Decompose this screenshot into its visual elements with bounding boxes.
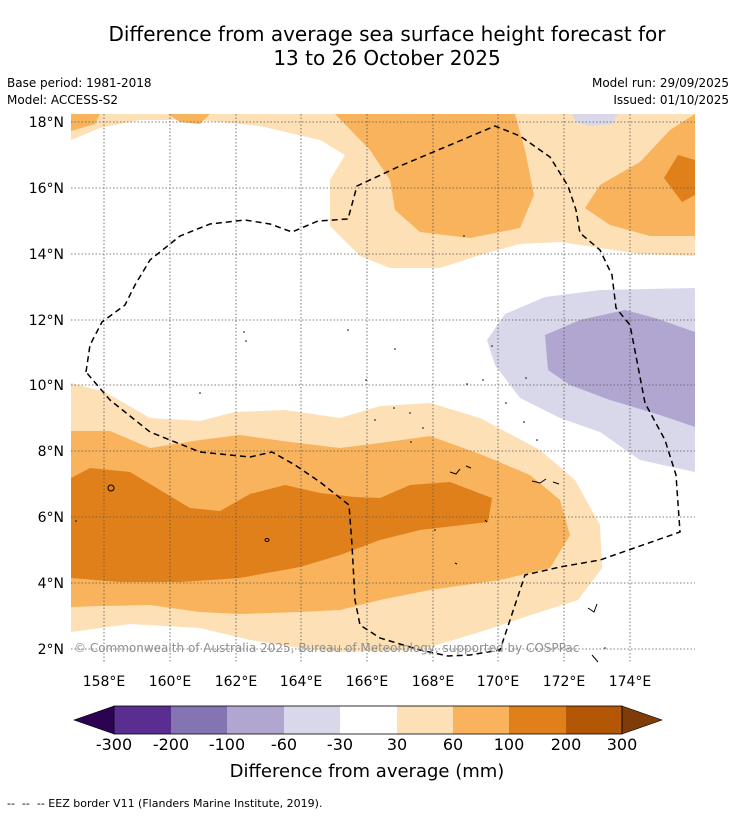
- lon-label: 166°E: [345, 674, 389, 690]
- lat-label: 2°N: [37, 642, 64, 658]
- base-period: Base period: 1981-2018: [7, 76, 152, 90]
- issued-date: Issued: 01/10/2025: [613, 93, 729, 107]
- lat-label: 14°N: [28, 247, 64, 263]
- colorbar-tick-label: -60: [270, 735, 298, 754]
- lon-label: 158°E: [82, 674, 126, 690]
- atolls: [75, 235, 606, 649]
- colorbar-segment: [453, 706, 509, 734]
- lat-label: 18°N: [28, 115, 64, 131]
- lon-label: 174°E: [608, 674, 652, 690]
- contour-60-100-north-a: [335, 114, 534, 238]
- lat-label: 6°N: [37, 510, 64, 526]
- lon-label: 162°E: [214, 674, 258, 690]
- contour-60-100-north-c: [168, 114, 210, 124]
- lat-label: 12°N: [28, 313, 64, 329]
- lat-label: 16°N: [28, 181, 64, 197]
- colorbar-segment: [227, 706, 284, 734]
- colorbar-tick-label: 100: [493, 735, 525, 754]
- colorbar-segment: [566, 706, 622, 734]
- lon-label: 160°E: [148, 674, 192, 690]
- eez-legend-note: -- -- -- EEZ border V11 (Flanders Marine…: [7, 797, 323, 810]
- contour-60-100-northeast: [585, 114, 695, 236]
- lon-label: 164°E: [279, 674, 323, 690]
- colorbar-tick-label: 60: [442, 735, 464, 754]
- meta-left: Base period: 1981-2018 Model: ACCESS-S2: [7, 75, 152, 109]
- colorbar-tick-label: -30: [326, 735, 354, 754]
- contour-neg-60-100: [545, 310, 695, 427]
- colorbar-segment: [171, 706, 227, 734]
- colorbar-over-arrow: [621, 705, 663, 735]
- colorbar-segment: [284, 706, 340, 734]
- lon-label: 168°E: [411, 674, 455, 690]
- contour-neg-small: [572, 114, 618, 126]
- colorbar-tick-label: -200: [152, 735, 190, 754]
- model-name: Model: ACCESS-S2: [7, 93, 119, 107]
- map-title: Difference from average sea surface heig…: [0, 22, 736, 70]
- title-line-1: Difference from average sea surface heig…: [108, 22, 666, 46]
- lon-label: 172°E: [542, 674, 586, 690]
- lat-label: 8°N: [37, 444, 64, 460]
- colorbar-segment: [397, 706, 453, 734]
- colorbar-segment: [340, 706, 397, 734]
- meta-right: Model run: 29/09/2025 Issued: 01/10/2025: [592, 75, 729, 109]
- lat-label: 4°N: [37, 576, 64, 592]
- title-line-2: 13 to 26 October 2025: [273, 46, 501, 70]
- copyright-notice: © Commonwealth of Australia 2025, Bureau…: [74, 641, 580, 655]
- contour-30-60-north: [71, 114, 695, 268]
- colorbar-tick-label: 200: [550, 735, 582, 754]
- islands: [107, 465, 599, 663]
- colorbar-title: Difference from average (mm): [229, 761, 505, 782]
- colorbar-segment: [114, 706, 171, 734]
- colorbar-tick-label: 300: [606, 735, 638, 754]
- contour-100-200-northeast: [664, 155, 695, 202]
- colorbar-tick-label: -100: [208, 735, 246, 754]
- lat-label: 10°N: [28, 378, 64, 394]
- contour-60-100-north-b: [71, 114, 100, 131]
- colorbar-segment: [509, 706, 566, 734]
- model-run: Model run: 29/09/2025: [591, 76, 729, 90]
- lon-label: 170°E: [476, 674, 520, 690]
- colorbar-tick-label: -300: [95, 735, 133, 754]
- contour-100-200-south: [71, 468, 492, 582]
- colorbar-tick-label: 30: [386, 735, 408, 754]
- anomaly-contours: [71, 114, 695, 652]
- colorbar-under-arrow: [73, 705, 115, 735]
- graticule: [71, 114, 695, 662]
